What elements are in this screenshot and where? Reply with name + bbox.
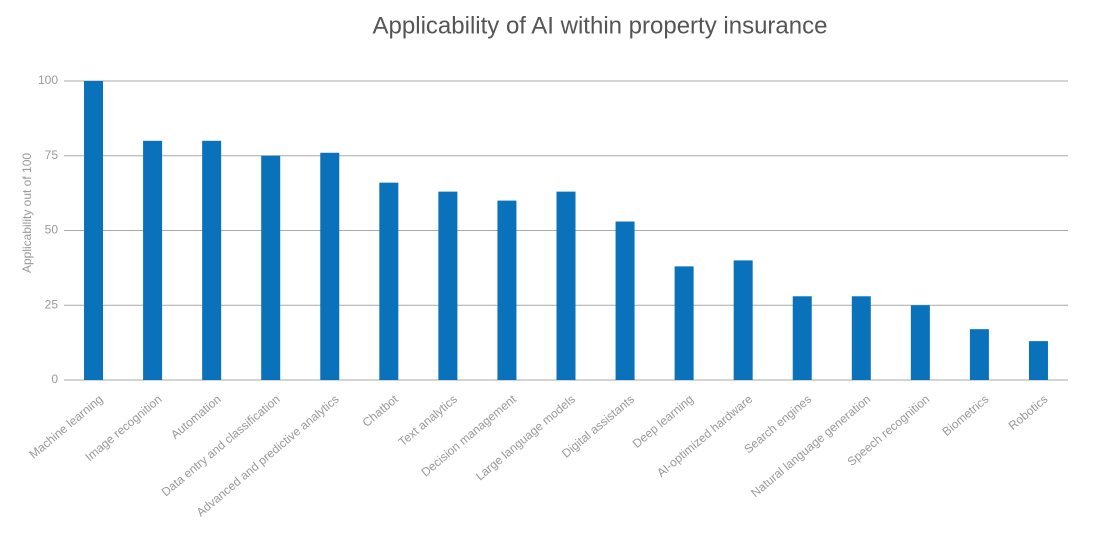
y-tick-label: 25 bbox=[45, 297, 59, 311]
bar bbox=[84, 81, 104, 380]
x-tick-label: Data entry and classification bbox=[159, 392, 283, 499]
bar bbox=[674, 266, 694, 380]
bar bbox=[379, 182, 399, 380]
x-tick-label: Biometrics bbox=[939, 392, 991, 439]
y-tick-label: 100 bbox=[38, 73, 58, 87]
y-tick-label: 75 bbox=[45, 148, 59, 162]
bar bbox=[733, 260, 753, 380]
x-tick-label: Decision management bbox=[418, 392, 519, 480]
x-tick-label: Large language models bbox=[473, 392, 578, 483]
bar bbox=[438, 191, 458, 380]
bar bbox=[261, 155, 281, 380]
bar bbox=[792, 296, 812, 380]
y-tick-label: 50 bbox=[45, 223, 59, 237]
x-tick-label: Text analytics bbox=[396, 392, 460, 449]
bar bbox=[497, 200, 517, 380]
x-tick-label: Chatbot bbox=[360, 392, 402, 430]
y-tick-label: 0 bbox=[51, 372, 58, 386]
bar bbox=[910, 305, 930, 380]
bar bbox=[143, 140, 163, 380]
bar bbox=[851, 296, 871, 380]
bar bbox=[202, 140, 222, 380]
y-axis-label: Applicability out of 100 bbox=[20, 153, 34, 273]
bar bbox=[556, 191, 576, 380]
x-tick-label: AI-optimized hardware bbox=[654, 392, 755, 480]
bar bbox=[615, 221, 635, 380]
chart-title: Applicability of AI within property insu… bbox=[373, 12, 828, 39]
bar bbox=[969, 329, 989, 380]
x-tick-label: Automation bbox=[168, 392, 224, 442]
x-tick-label: Robotics bbox=[1006, 392, 1051, 433]
bar bbox=[320, 152, 340, 380]
x-tick-label: Natural language generation bbox=[748, 392, 873, 500]
bar bbox=[1028, 341, 1048, 380]
